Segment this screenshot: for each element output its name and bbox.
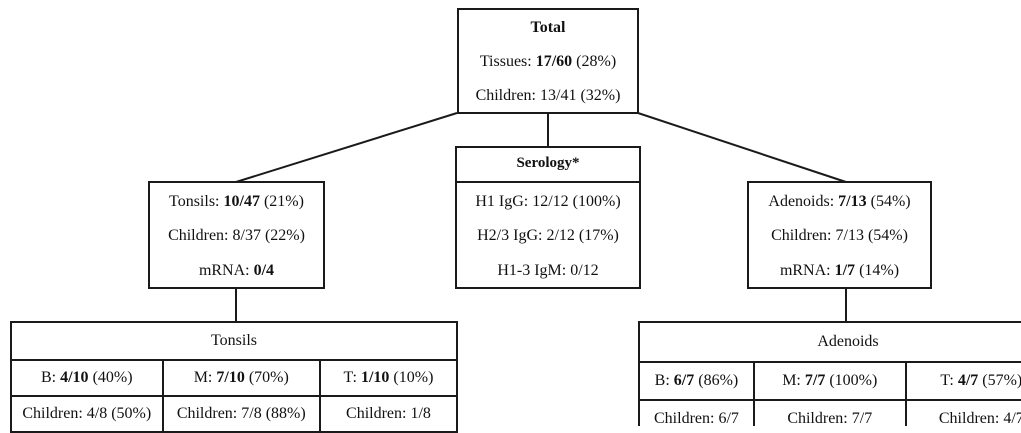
- adenoids-children: Children: 7/13 (54%): [771, 227, 908, 244]
- tonsils-tissues: Tonsils: 10/47 (21%): [169, 193, 304, 210]
- tonsils-m-cell: M: 7/10 (70%): [161, 359, 321, 397]
- tonsils-t-cell: T: 1/10 (10%): [318, 359, 459, 397]
- table-row: Children: 6/7 Children: 7/7 Children: 4/…: [638, 399, 1021, 426]
- tonsils-t-children: Children: 1/8: [318, 395, 459, 433]
- tonsils-m-children: Children: 7/8 (88%): [161, 395, 321, 433]
- adenoids-m-cell: M: 7/7 (100%): [752, 361, 907, 401]
- table-row: B: 6/7 (86%) M: 7/7 (100%) T: 4/7 (57%): [638, 361, 1021, 401]
- adenoids-table-header: Adenoids: [638, 321, 1021, 363]
- tonsils-children: Children: 8/37 (22%): [168, 227, 305, 244]
- adenoids-t-children: Children: 4/7: [904, 399, 1021, 426]
- tonsils-b-children: Children: 4/8 (50%): [10, 395, 164, 433]
- adenoids-b-cell: B: 6/7 (86%): [638, 361, 755, 401]
- total-title: Total: [530, 19, 566, 36]
- adenoids-table: Adenoids B: 6/7 (86%) M: 7/7 (100%) T: 4…: [638, 321, 1021, 426]
- serology-header: Serology*: [457, 148, 639, 183]
- serology-h1-igg: H1 IgG: 12/12 (100%): [475, 193, 621, 210]
- adenoids-b-children: Children: 6/7: [638, 399, 755, 426]
- serology-title: Serology*: [516, 155, 580, 171]
- adenoids-table-clip: Adenoids B: 6/7 (86%) M: 7/7 (100%) T: 4…: [638, 321, 1021, 426]
- adenoids-t-cell: T: 4/7 (57%): [904, 361, 1021, 401]
- table-row: B: 4/10 (40%) M: 7/10 (70%) T: 1/10 (10%…: [10, 359, 459, 397]
- tonsils-node: Tonsils: 10/47 (21%) Children: 8/37 (22%…: [148, 181, 325, 289]
- adenoids-node: Adenoids: 7/13 (54%) Children: 7/13 (54%…: [747, 181, 932, 289]
- total-node: Total Tissues: 17/60 (28%) Children: 13/…: [457, 8, 639, 114]
- table-row: Children: 4/8 (50%) Children: 7/8 (88%) …: [10, 395, 459, 433]
- edge-total-adenoids: [637, 112, 847, 183]
- adenoids-m-children: Children: 7/7: [752, 399, 907, 426]
- edge-total-tonsils: [235, 112, 458, 183]
- total-children: Children: 13/41 (32%): [475, 87, 621, 104]
- tonsils-b-cell: B: 4/10 (40%): [10, 359, 164, 397]
- adenoids-tissues: Adenoids: 7/13 (54%): [768, 193, 911, 210]
- tonsils-table: Tonsils B: 4/10 (40%) M: 7/10 (70%) T: 1…: [10, 321, 459, 433]
- serology-h13-igm: H1-3 IgM: 0/12: [497, 262, 599, 279]
- serology-h23-igg: H2/3 IgG: 2/12 (17%): [477, 227, 619, 244]
- tonsils-table-header: Tonsils: [10, 321, 458, 361]
- adenoids-mrna: mRNA: 1/7 (14%): [779, 262, 900, 279]
- total-tissues: Tissues: 17/60 (28%): [479, 53, 617, 70]
- serology-node: Serology* H1 IgG: 12/12 (100%) H2/3 IgG:…: [455, 146, 641, 289]
- tonsils-mrna: mRNA: 0/4: [198, 262, 275, 279]
